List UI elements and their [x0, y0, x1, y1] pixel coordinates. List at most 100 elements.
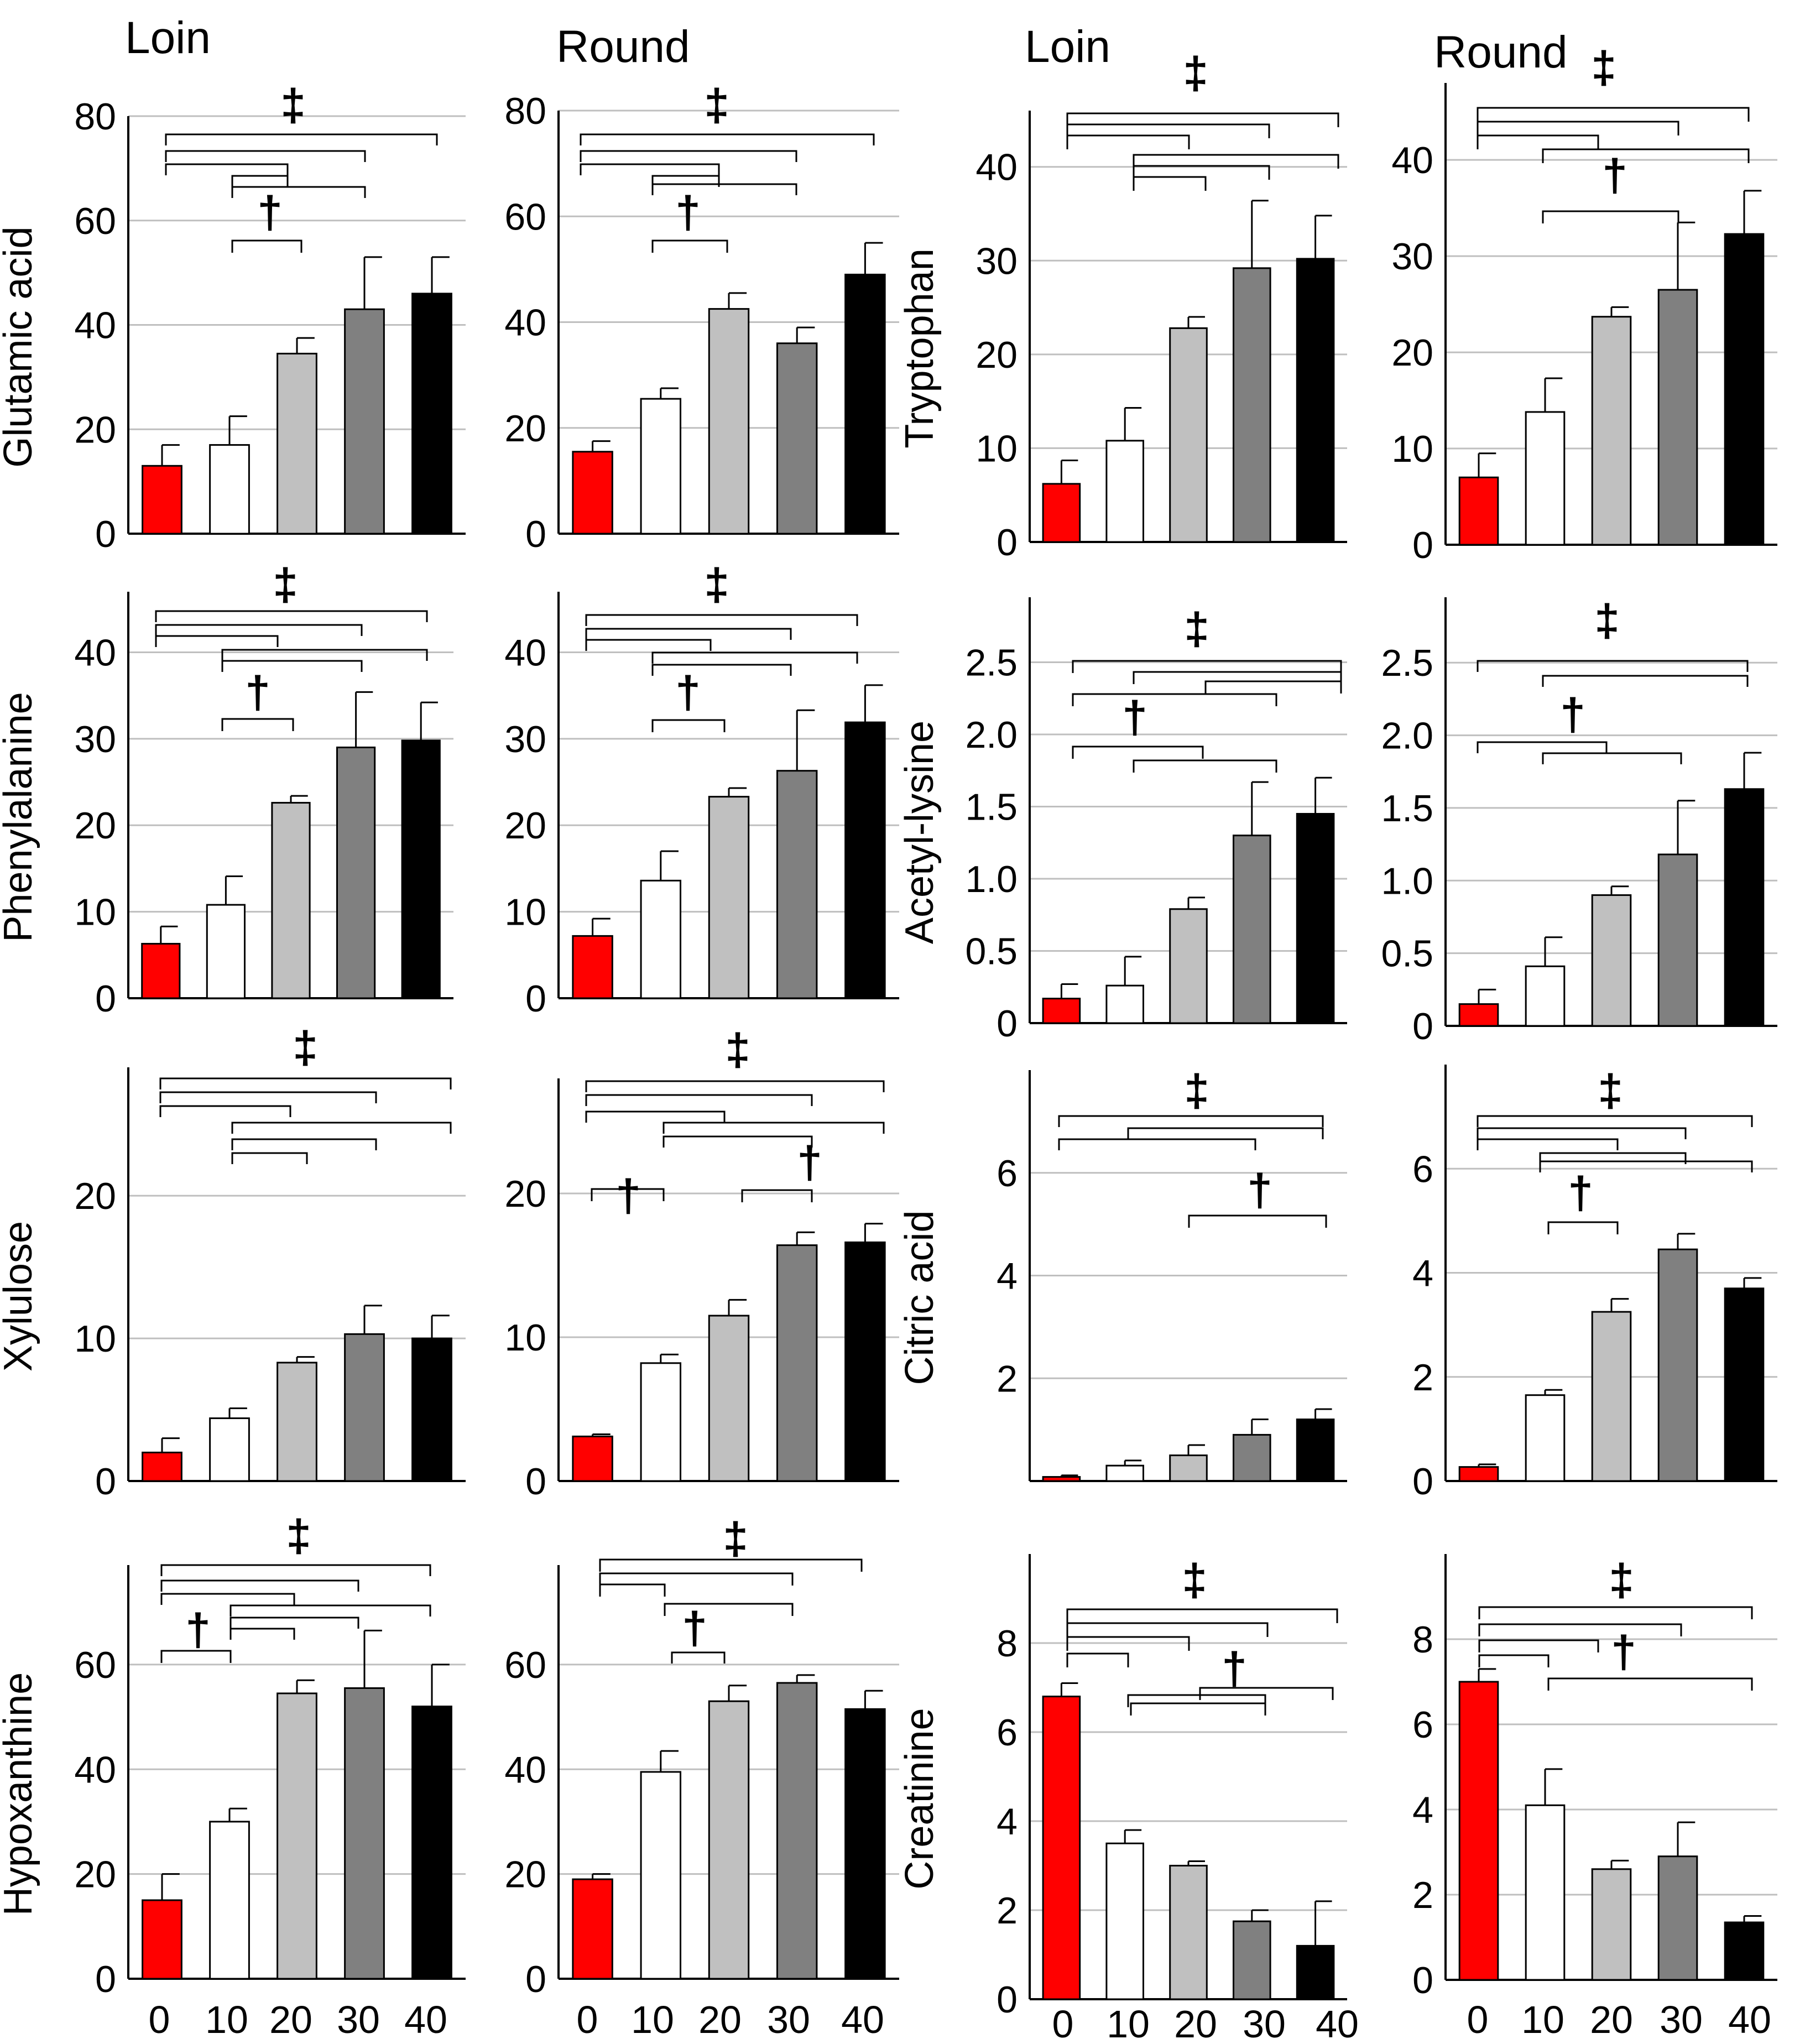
column-title-3: Loin [1025, 22, 1110, 72]
y-tick-label: 20 [74, 805, 116, 847]
significance-bracket [231, 1138, 377, 1150]
y-tick-label: 4 [997, 1801, 1018, 1843]
chart-panel-11: 2 4 6 Citric acid ‡ † [898, 1066, 1347, 1482]
bar-0 [572, 1435, 613, 1482]
significance-bracket [160, 1564, 431, 1576]
significance-bracket [585, 628, 792, 640]
bar-20 [1169, 1865, 1208, 2000]
y-tick-label: 30 [975, 240, 1018, 282]
y-tick-label: 1.5 [1381, 788, 1433, 830]
bar-10 [640, 1362, 682, 1482]
y-tick-label: 2 [1412, 1874, 1433, 1916]
y-tick-label: 0 [95, 1461, 116, 1503]
significance-bracket [231, 175, 289, 187]
y-tick-label: 1.0 [965, 858, 1018, 900]
bar-30 [1233, 267, 1271, 543]
column-title-4: Round [1434, 27, 1568, 77]
y-axis-label: Acetyl-lysine [898, 721, 942, 944]
y-tick-label: 80 [504, 90, 546, 132]
significance-bracket [1478, 1623, 1682, 1636]
bar-40 [1724, 233, 1765, 546]
bar-30 [1657, 1248, 1698, 1482]
x-label: 0 [149, 1998, 170, 2041]
bar-10 [209, 1821, 250, 1980]
bar-20 [1591, 1311, 1632, 1482]
significance-bracket [591, 1188, 665, 1201]
significance-bracket [1066, 1636, 1190, 1651]
bar-40 [844, 273, 886, 535]
dagger-symbol: † [675, 187, 701, 238]
bar-30 [1233, 1920, 1271, 2000]
double-dagger-symbol: ‡ [1598, 1066, 1623, 1116]
significance-bracket [1477, 1115, 1753, 1127]
y-tick-label: 6 [997, 1153, 1018, 1195]
y-tick-label: 40 [74, 1749, 116, 1791]
y-tick-label: 10 [504, 1317, 546, 1359]
significance-bracket [1133, 759, 1277, 773]
chart-panel-7: 0 0.5 1.0 1.5 2.0 2.5 Acetyl-lysine ‡ † [898, 597, 1347, 1045]
dagger-symbol: † [1611, 1627, 1636, 1677]
bar-40 [411, 1706, 452, 1980]
significance-bracket [1539, 1160, 1753, 1172]
bar-30 [1657, 853, 1698, 1027]
y-tick-label: 40 [1391, 139, 1433, 181]
significance-bracket [1539, 1152, 1687, 1164]
bar-30 [344, 1333, 385, 1482]
significance-bracket [159, 1091, 377, 1103]
chart-panel-14: 0 20 40 60 ‡ † [504, 1514, 899, 2000]
significance-bracket [221, 718, 294, 731]
bar-0 [142, 1451, 182, 1482]
significance-bracket [1199, 1687, 1334, 1700]
bar-10 [1525, 1804, 1566, 1981]
x-label: 0 [577, 1998, 598, 2041]
y-tick-label: 80 [74, 96, 116, 138]
significance-bracket [1127, 1694, 1266, 1707]
significance-bracket [585, 1110, 726, 1123]
y-tick-label: 0 [525, 978, 546, 1020]
significance-bracket [741, 1189, 813, 1202]
bar-0 [572, 935, 613, 999]
significance-bracket [1477, 1138, 1619, 1150]
significance-bracket [1133, 165, 1270, 180]
significance-bracket [1542, 148, 1750, 163]
significance-bracket [1542, 675, 1749, 687]
y-axis-label: Citric acid [898, 1210, 942, 1385]
x-label: 10 [1521, 1998, 1564, 2041]
y-axis-label: Hypoxanthine [0, 1672, 40, 1916]
bar-10 [640, 1771, 682, 1980]
bar-40 [1296, 1944, 1335, 2000]
y-tick-label: 10 [74, 1318, 116, 1360]
significance-bracket [159, 1077, 452, 1089]
y-tick-label: 6 [1412, 1704, 1433, 1746]
bar-10 [1525, 411, 1566, 546]
double-dagger-symbol: ‡ [273, 560, 298, 610]
significance-bracket [1133, 176, 1207, 191]
double-dagger-symbol: ‡ [293, 1023, 318, 1073]
significance-bracket [651, 175, 720, 187]
significance-bracket [662, 1135, 813, 1148]
double-dagger-symbol: ‡ [1184, 604, 1209, 654]
bar-10 [209, 1417, 250, 1482]
y-tick-label: 40 [504, 632, 546, 674]
significance-bracket [1477, 741, 1608, 753]
column-title-1: Loin [125, 13, 211, 63]
y-tick-label: 0 [1412, 1959, 1433, 2001]
double-dagger-symbol: ‡ [704, 560, 729, 610]
y-axis-label: Tryptophan [898, 248, 942, 449]
x-label: 20 [1590, 1998, 1633, 2041]
x-axis-labels-col-4: 0 10 20 30 40 [1467, 1998, 1771, 2041]
double-dagger-symbol: ‡ [1609, 1555, 1634, 1605]
y-tick-label: 0 [95, 513, 116, 555]
y-tick-label: 60 [504, 196, 546, 238]
x-label: 30 [767, 1998, 810, 2041]
significance-bracket [664, 1603, 794, 1616]
significance-bracket [1066, 112, 1339, 127]
bar-40 [844, 1241, 886, 1482]
significance-bracket [221, 649, 428, 661]
significance-bracket [580, 150, 797, 162]
significance-bracket [231, 1152, 308, 1164]
significance-bracket [1058, 1115, 1324, 1127]
y-tick-label: 10 [975, 427, 1018, 470]
significance-bracket [1542, 210, 1679, 223]
